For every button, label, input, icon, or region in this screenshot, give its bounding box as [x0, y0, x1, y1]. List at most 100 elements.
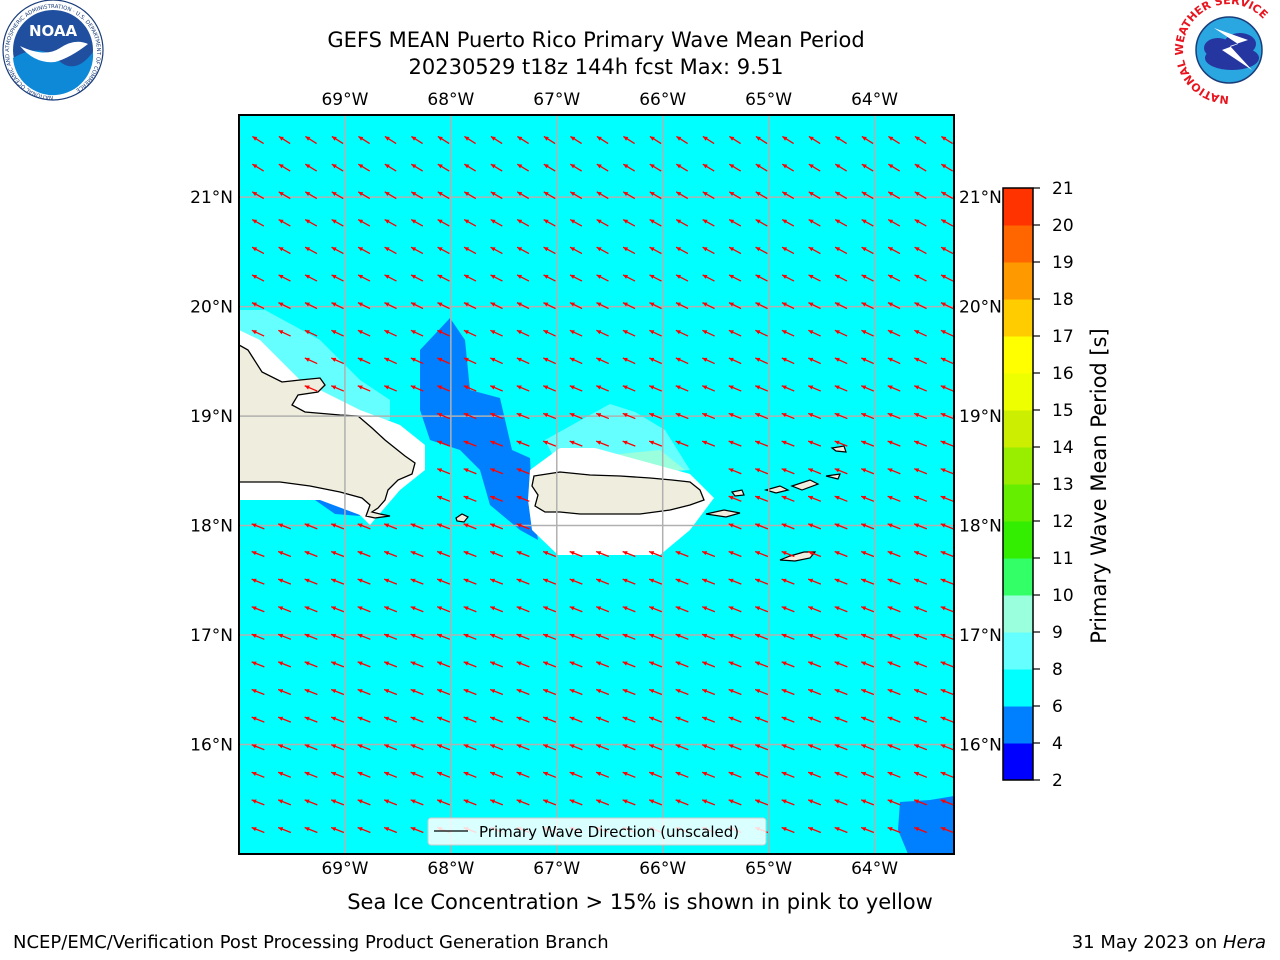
wave-arrow: [410, 191, 424, 200]
wave-arrow: [596, 274, 609, 282]
wave-arrow: [781, 523, 795, 530]
wave-arrow: [410, 661, 424, 668]
wave-arrow: [860, 716, 875, 723]
wave-arrow: [755, 329, 768, 337]
wave-arrow: [330, 771, 345, 778]
wave-arrow: [648, 606, 663, 613]
colorbar-tick-label: 11: [1052, 549, 1074, 569]
wave-arrow: [357, 633, 371, 640]
wave-arrow: [648, 688, 663, 696]
wave-arrow: [542, 412, 557, 420]
wave-arrow: [807, 799, 822, 806]
colorbar-tick-label: 20: [1052, 216, 1074, 236]
wave-arrow: [330, 826, 345, 834]
wave-arrow: [596, 191, 609, 200]
wave-arrow: [701, 744, 716, 751]
wave-arrow: [277, 716, 292, 723]
wave-arrow: [622, 744, 636, 751]
wave-arrow: [914, 329, 927, 337]
wave-arrow: [808, 246, 821, 255]
wave-arrow: [410, 302, 424, 310]
lon-label-bottom: 68°W: [427, 859, 474, 879]
wave-arrow: [940, 357, 954, 365]
wave-arrow: [357, 826, 371, 834]
wave-arrow: [251, 771, 265, 778]
wave-arrow: [357, 385, 371, 392]
wave-arrow: [569, 716, 583, 723]
wave-arrow: [754, 799, 769, 806]
wave-arrow: [834, 799, 848, 806]
lat-label-left: 19°N: [190, 407, 233, 427]
wave-arrow: [384, 246, 397, 255]
wave-arrow: [277, 578, 292, 585]
wave-arrow: [728, 606, 742, 613]
wave-arrow: [251, 744, 265, 751]
wave-arrow: [649, 329, 662, 337]
wave-arrow: [755, 191, 768, 200]
wave-arrow: [595, 716, 610, 723]
wave-arrow: [940, 385, 954, 392]
wave-arrow: [913, 606, 928, 613]
wave-arrow: [516, 633, 530, 640]
wave-arrow: [489, 606, 504, 613]
wave-arrow: [622, 357, 636, 365]
wave-arrow: [781, 606, 795, 613]
wave-arrow: [543, 218, 556, 227]
wave-arrow: [436, 495, 451, 502]
wave-arrow: [675, 578, 689, 585]
wave-arrow: [913, 661, 928, 668]
wave-arrow: [569, 412, 583, 420]
colorbar-tick-label: 17: [1052, 327, 1074, 347]
wave-arrow: [860, 744, 875, 751]
wave-arrow: [913, 633, 928, 640]
wave-arrow: [251, 688, 265, 696]
wave-arrow: [648, 716, 663, 723]
colorbar-tick-label: 12: [1052, 512, 1074, 532]
wave-arrow: [569, 163, 583, 172]
wave-arrow: [542, 661, 557, 668]
wave-arrow: [357, 163, 371, 172]
wave-arrow: [437, 246, 450, 255]
wave-arrow: [940, 826, 954, 834]
wave-arrow: [251, 716, 265, 723]
wave-arrow: [940, 688, 954, 696]
wave-arrow: [622, 550, 636, 558]
colorbar-band: [1003, 447, 1033, 485]
wave-arrow: [251, 218, 265, 227]
wave-arrow: [595, 633, 610, 640]
wave-arrow: [330, 523, 345, 530]
wave-arrow: [436, 688, 451, 696]
wave-arrow: [861, 246, 874, 255]
wave-arrow: [304, 163, 318, 172]
wave-arrow: [490, 302, 503, 310]
wave-arrow: [728, 688, 742, 696]
wave-arrow: [516, 771, 530, 778]
wave-arrow: [436, 771, 451, 778]
wave-arrow: [384, 329, 397, 337]
wave-arrow: [464, 135, 476, 145]
wave-arrow: [437, 135, 450, 145]
wave-arrow: [887, 440, 901, 447]
lon-label-top: 65°W: [745, 90, 792, 110]
wave-arrow: [384, 135, 397, 145]
wave-arrow: [861, 218, 874, 227]
wave-arrow: [887, 578, 901, 585]
wave-arrow: [887, 716, 901, 723]
wave-arrow: [781, 191, 795, 200]
wave-arrow: [463, 633, 477, 640]
map-area: Primary Wave Direction (unscaled): [239, 115, 954, 854]
wave-arrow: [384, 274, 397, 282]
wave-arrow: [436, 744, 451, 751]
wave-arrow: [357, 218, 371, 227]
wave-arrow: [623, 135, 635, 145]
wave-arrow: [569, 550, 583, 558]
wave-arrow: [595, 385, 610, 392]
wave-arrow: [542, 688, 557, 696]
wave-arrow: [887, 385, 901, 392]
land-culebra: [730, 489, 745, 497]
wave-arrow: [437, 274, 450, 282]
wave-arrow: [861, 163, 874, 172]
wave-arrow: [701, 606, 716, 613]
wave-arrow: [437, 329, 450, 337]
colorbar-band: [1003, 188, 1033, 226]
